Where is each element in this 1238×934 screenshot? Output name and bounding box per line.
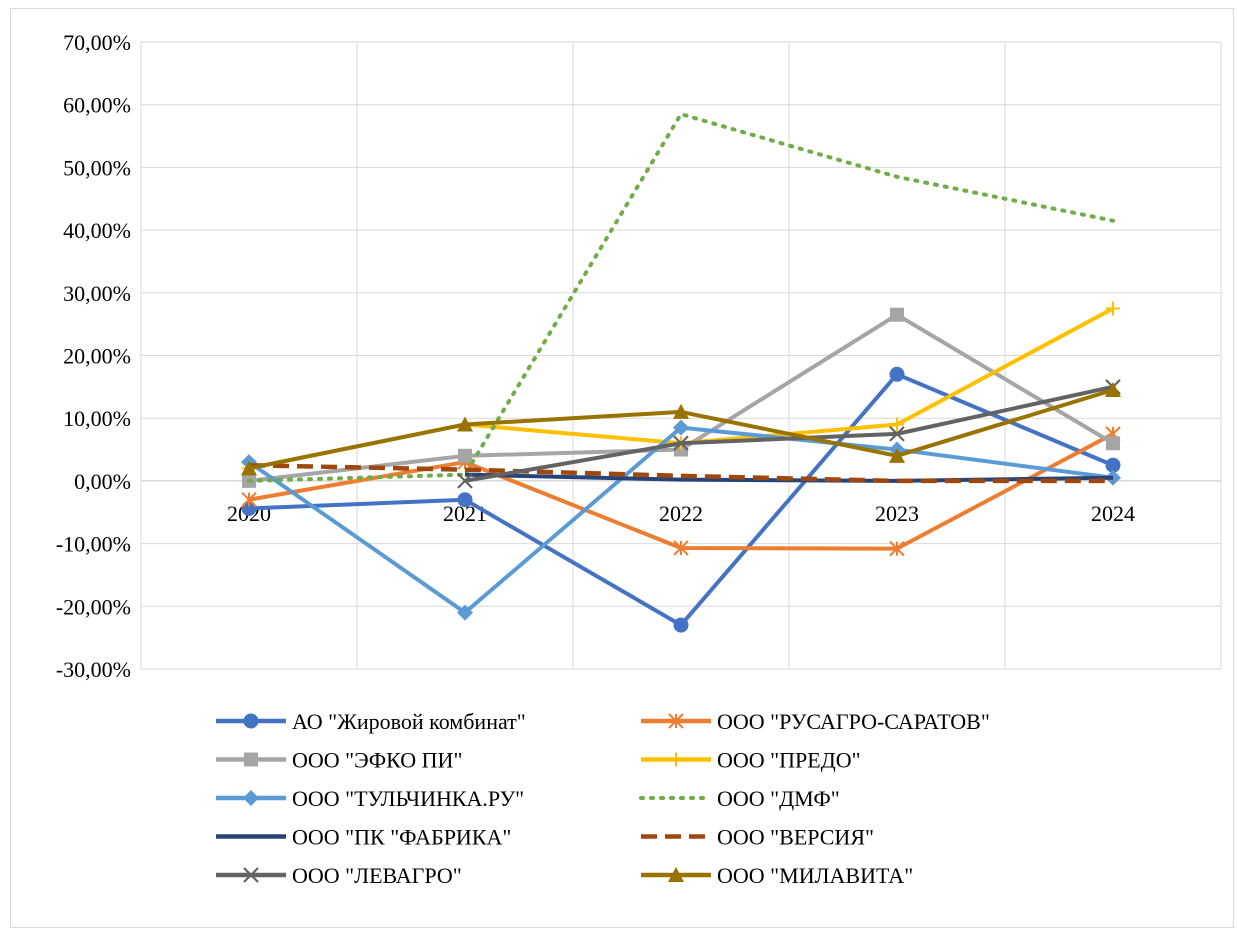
data-point-marker <box>1106 436 1120 451</box>
data-point-marker <box>889 366 905 382</box>
legend-entry: АО "Жировой комбинат" <box>216 709 526 734</box>
chart-frame: 70,00% 60,00% 50,00% 40,00% 30,00% 20,00% 10,0… <box>10 8 1234 928</box>
data-point-marker <box>243 713 259 729</box>
data-point-marker <box>889 540 905 557</box>
data-point-marker <box>241 492 257 508</box>
y-tick-label: -10,00% <box>56 532 131 557</box>
y-tick-label: 50,00% <box>63 155 131 180</box>
data-point-marker <box>457 473 473 489</box>
y-tick-label: 10,00% <box>63 406 131 431</box>
legend-entry: ООО "ДМФ" <box>639 786 840 811</box>
legend: АО "Жировой комбинат" ООО "РУСАГРО-САРАТО… <box>216 709 990 888</box>
legend-entry: ООО "ТУЛЬЧИНКА.РУ" <box>216 786 524 811</box>
data-point-marker <box>673 403 689 419</box>
data-point-marker <box>890 307 904 322</box>
x-tick-label: 2023 <box>875 501 919 526</box>
data-point-marker <box>673 435 689 452</box>
legend-label: ООО "ДМФ" <box>717 786 840 811</box>
data-point-marker <box>1105 381 1121 397</box>
legend-label: ООО "ТУЛЬЧИНКА.РУ" <box>292 786 524 811</box>
y-tick-label: -30,00% <box>56 657 131 682</box>
data-point-marker <box>889 447 905 463</box>
data-point-marker <box>673 617 689 633</box>
data-point-marker <box>243 790 259 806</box>
data-point-marker <box>241 460 257 476</box>
data-point-marker <box>1106 301 1120 316</box>
series-3 <box>242 301 1120 476</box>
y-tick-label: 30,00% <box>63 281 131 306</box>
legend-label: ООО "ПРЕДО" <box>717 748 861 773</box>
legend-entry: ООО "ЭФКО ПИ" <box>216 748 462 773</box>
x-tick-label: 2022 <box>659 501 703 526</box>
data-point-marker <box>673 419 689 436</box>
series-line <box>248 462 1113 484</box>
legend-entry: ООО "МИЛАВИТА" <box>641 863 913 888</box>
series-0 <box>241 366 1121 633</box>
data-point-marker <box>668 713 684 729</box>
y-tick-label: 60,00% <box>63 93 131 118</box>
data-point-marker <box>669 752 683 767</box>
data-point-marker <box>673 540 689 556</box>
data-point-marker <box>890 417 904 432</box>
legend-label: ООО "РУСАГРО-САРАТОВ" <box>717 709 990 734</box>
data-point-marker <box>457 492 473 508</box>
y-tick-label: 40,00% <box>63 218 131 243</box>
data-point-marker <box>243 867 259 883</box>
data-point-marker <box>457 604 473 621</box>
legend-entry: ООО "ЛЕВАГРО" <box>216 863 462 888</box>
legend-label: ООО "МИЛАВИТА" <box>717 863 913 888</box>
series-line <box>464 384 1114 483</box>
legend-label: АО "Жировой комбинат" <box>292 709 526 734</box>
data-point-marker <box>889 426 905 442</box>
axis-layer: 70,00% 60,00% 50,00% 40,00% 30,00% 20,00% 10,0… <box>56 30 1221 682</box>
series-7 <box>248 462 1113 484</box>
legend-label: ООО "ПК "ФАБРИКА" <box>292 825 511 850</box>
legend-entry: ООО "ВЕРСИЯ" <box>641 825 874 850</box>
legend-entry: ООО "ПРЕДО" <box>641 748 861 773</box>
y-tick-label: 70,00% <box>63 30 131 55</box>
data-point-marker <box>668 867 684 882</box>
legend-label: ООО "ЭФКО ПИ" <box>292 748 462 773</box>
legend-label: ООО "ЛЕВАГРО" <box>292 863 462 888</box>
y-tick-label: -20,00% <box>56 594 131 619</box>
y-tick-label: 0,00% <box>74 469 131 494</box>
grid-layer <box>140 41 1222 670</box>
data-point-marker <box>458 448 472 463</box>
series-layer <box>241 112 1121 633</box>
data-point-marker <box>244 752 258 767</box>
data-point-marker <box>457 416 473 432</box>
series-9 <box>241 381 1121 476</box>
legend-entry: ООО "ПК "ФАБРИКА" <box>216 825 511 850</box>
y-tick-label: 20,00% <box>63 344 131 369</box>
x-tick-label: 2024 <box>1091 501 1135 526</box>
series-4 <box>241 419 1121 621</box>
legend-entry: ООО "РУСАГРО-САРАТОВ" <box>641 709 990 734</box>
line-chart: 70,00% 60,00% 50,00% 40,00% 30,00% 20,00% 10,0… <box>56 30 1222 888</box>
legend-label: ООО "ВЕРСИЯ" <box>717 825 874 850</box>
